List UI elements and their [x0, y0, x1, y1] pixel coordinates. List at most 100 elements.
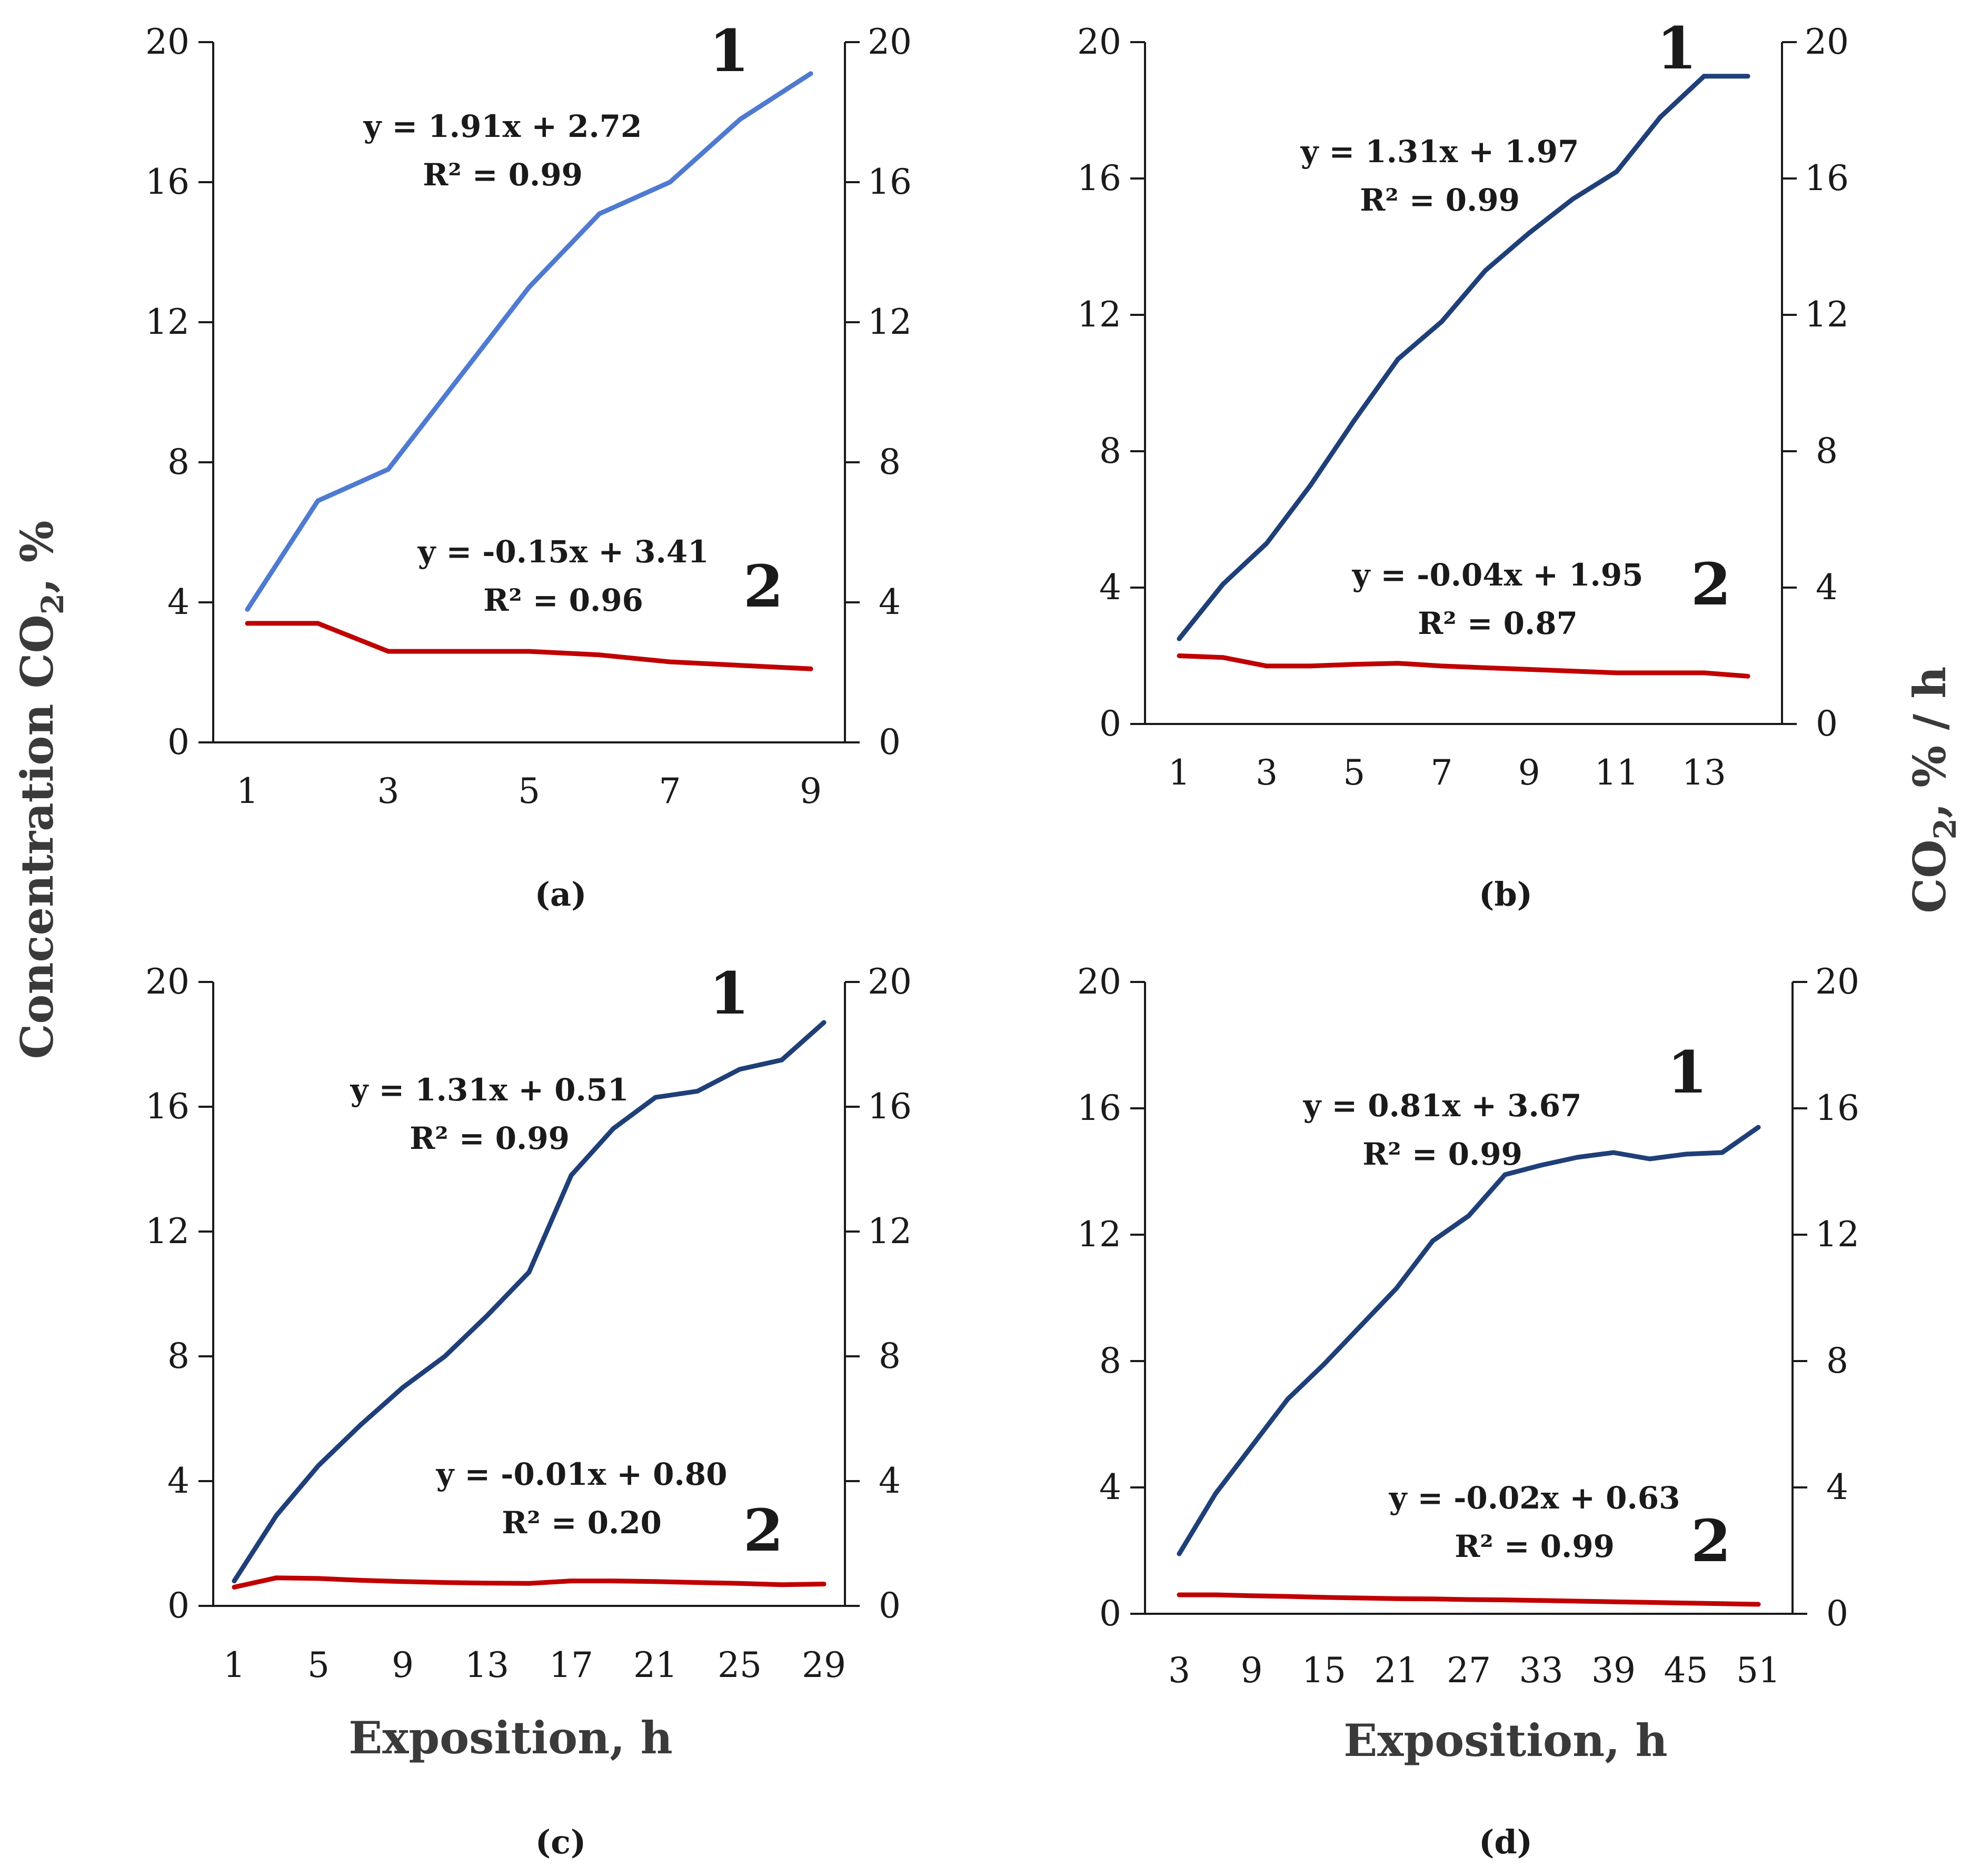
y-left-tick-label: 4	[167, 1461, 190, 1501]
y-left-tick-label: 0	[167, 1585, 190, 1626]
y-left-tick-label: 16	[145, 1086, 190, 1127]
series-1-point	[1756, 1125, 1761, 1130]
series-2-point	[1395, 661, 1400, 666]
series-2-point	[1701, 670, 1707, 676]
series-1-point	[1719, 1150, 1725, 1155]
y-right-tick-label: 4	[879, 1461, 901, 1501]
series-1-point	[1351, 418, 1357, 423]
series-1-point	[1527, 231, 1532, 236]
y-right-tick-label: 8	[879, 442, 901, 482]
series-1-point	[1701, 74, 1707, 79]
series-2-point	[1321, 1595, 1327, 1600]
series-1-point	[274, 1513, 279, 1518]
y-right-tick-label: 20	[1815, 961, 1859, 1002]
series-2-point	[274, 1575, 279, 1581]
x-tick-label: 9	[800, 771, 822, 811]
series-1-point	[1611, 1150, 1616, 1155]
y-right-tick-label: 8	[1816, 431, 1838, 471]
series-2-point	[1439, 663, 1444, 669]
y-axis-right-title: CO2, % / h	[1904, 667, 1963, 914]
series-1-point	[611, 1126, 616, 1131]
series-2-equation: y = -0.04x + 1.95	[1352, 557, 1644, 593]
series-2-point	[1684, 1601, 1688, 1606]
x-tick-label: 1	[1168, 752, 1190, 793]
series-2-point	[1614, 670, 1619, 676]
series-2-point	[779, 1582, 784, 1587]
panel-label: (a)	[535, 875, 587, 914]
y-right-tick-label: 12	[868, 302, 912, 342]
series-2-point	[1351, 662, 1357, 667]
series-2-point	[1177, 653, 1182, 658]
x-tick-label: 3	[1168, 1650, 1190, 1691]
series-1-r2: R² = 0.99	[1360, 182, 1520, 218]
y-left-tick-label: 8	[1099, 1341, 1121, 1381]
series-2-point	[1264, 663, 1269, 669]
panel-label: (d)	[1479, 1823, 1532, 1861]
y-left-tick-label: 20	[145, 22, 190, 62]
x-tick-label: 7	[659, 771, 681, 811]
series-1-point	[821, 1020, 827, 1025]
y-right-tick-label: 0	[879, 722, 901, 762]
x-tick-label: 13	[1682, 752, 1726, 793]
series-1-point	[232, 1579, 237, 1584]
x-axis-title: Exposition, h	[349, 1712, 672, 1764]
x-tick-label: 9	[1518, 752, 1540, 793]
series-2-point	[456, 649, 461, 654]
series-1-label: 1	[709, 959, 750, 1027]
series-1-point	[526, 285, 532, 290]
series-2-point	[738, 663, 743, 668]
series-2-point	[400, 1579, 405, 1584]
series-2-point	[1483, 665, 1488, 670]
series-2-point	[695, 1580, 700, 1585]
series-1-point	[1395, 356, 1400, 362]
series-2-point	[316, 1576, 321, 1581]
series-2-equation: y = -0.02x + 0.63	[1389, 1480, 1680, 1516]
y-left-tick-label: 4	[1099, 567, 1121, 608]
series-1-r2: R² = 0.99	[410, 1120, 570, 1156]
x-tick-label: 5	[518, 771, 540, 811]
series-2-point	[597, 652, 602, 658]
y-left-tick-label: 8	[1099, 431, 1121, 471]
series-1-point	[1308, 483, 1313, 488]
series-1-point	[358, 1422, 363, 1427]
series-1-point	[315, 498, 321, 503]
y-left-tick-label: 4	[167, 582, 190, 622]
series-1-point	[400, 1385, 405, 1390]
series-1-equation: y = 0.81x + 3.67	[1303, 1088, 1582, 1124]
series-2-point	[1745, 673, 1750, 679]
series-1-point	[1647, 1156, 1653, 1162]
series-1-point	[668, 180, 672, 185]
series-2-label: 2	[743, 552, 784, 620]
series-2-point	[1647, 1600, 1653, 1605]
series-2-point	[1394, 1596, 1399, 1601]
series-1-point	[1539, 1163, 1544, 1168]
x-tick-label: 45	[1664, 1650, 1708, 1691]
series-2-point	[808, 666, 813, 671]
series-1-point	[1439, 319, 1444, 324]
series-2-point	[484, 1581, 490, 1586]
series-2-point	[1466, 1597, 1471, 1602]
series-1-point	[456, 375, 461, 381]
y-right-tick-label: 0	[1826, 1593, 1848, 1634]
series-1-point	[653, 1095, 658, 1100]
series-2-point	[1719, 1601, 1725, 1606]
y-left-tick-label: 12	[1077, 1214, 1121, 1255]
panel-label: (b)	[1479, 875, 1532, 914]
series-2-point	[315, 621, 321, 626]
series-1-point	[1321, 1362, 1327, 1367]
series-2-label: 2	[743, 1496, 784, 1564]
series-2-r2: R² = 0.20	[502, 1505, 662, 1541]
series-2-label: 2	[1691, 550, 1731, 618]
series-1-point	[1394, 1286, 1399, 1291]
x-tick-label: 21	[1375, 1650, 1419, 1691]
series-1-point	[1684, 1152, 1688, 1157]
series-2-point	[1213, 1592, 1218, 1597]
y-left-tick-label: 20	[145, 961, 190, 1002]
series-1-equation: y = 1.31x + 0.51	[350, 1072, 629, 1108]
series-2-point	[1611, 1599, 1616, 1604]
y-right-tick-label: 16	[1805, 158, 1849, 198]
series-1-point	[1745, 74, 1750, 79]
